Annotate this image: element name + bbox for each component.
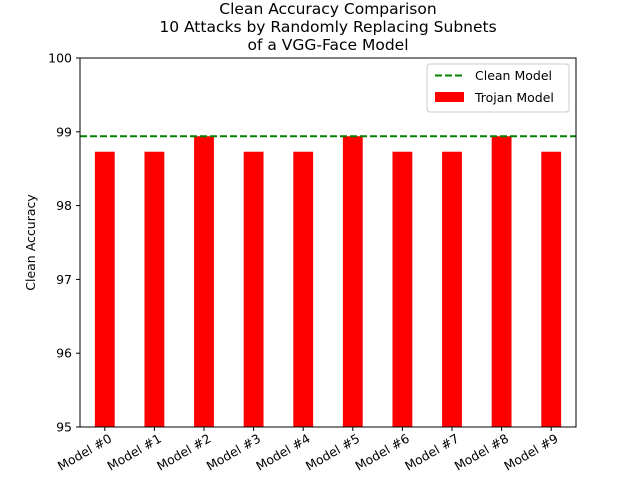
chart-title-line-1: Clean Accuracy Comparison [219,0,436,18]
x-tick-label-0: Model #0 [55,431,114,474]
x-tick-label-1: Model #1 [104,431,163,474]
legend-trojan-model-swatch [435,92,464,102]
bar-3 [243,151,264,427]
legend-clean-model-label: Clean Model [475,68,552,83]
x-tick-label-8: Model #8 [452,431,511,474]
x-tick-label-3: Model #3 [204,431,263,474]
bars-group [94,136,562,427]
plot-area-frame [79,57,577,428]
x-tick-label-7: Model #7 [402,431,461,474]
chart-title-line-2: 10 Attacks by Randomly Replacing Subnets [159,18,496,36]
chart-title-line-3: of a VGG-Face Model [247,36,408,54]
bar-7 [442,151,462,427]
bar-5 [342,136,363,427]
x-tick-label-4: Model #4 [253,431,312,474]
y-axis: 95 96 97 98 99 100 [48,51,80,435]
bar-0 [94,151,115,427]
bar-2 [194,136,214,427]
y-tick-label-2: 97 [56,272,72,287]
legend: Clean Model Trojan Model [426,63,570,113]
bar-1 [144,151,165,427]
chart-title: Clean Accuracy Comparison 10 Attacks by … [159,0,496,54]
legend-trojan-model-label: Trojan Model [474,90,554,105]
x-tick-label-5: Model #5 [303,431,362,474]
y-tick-label-3: 98 [56,198,72,213]
y-tick-label-0: 95 [56,420,72,435]
y-tick-label-5: 100 [48,51,72,66]
bar-4 [293,151,314,427]
y-axis-label: Clean Accuracy [23,194,38,291]
bar-6 [392,151,413,427]
bar-8 [491,136,512,427]
x-tick-label-2: Model #2 [154,431,213,474]
y-tick-label-1: 96 [56,346,72,361]
x-tick-label-9: Model #9 [501,431,560,474]
y-tick-label-4: 99 [56,124,72,139]
bar-9 [541,151,562,427]
x-tick-label-6: Model #6 [352,431,411,474]
